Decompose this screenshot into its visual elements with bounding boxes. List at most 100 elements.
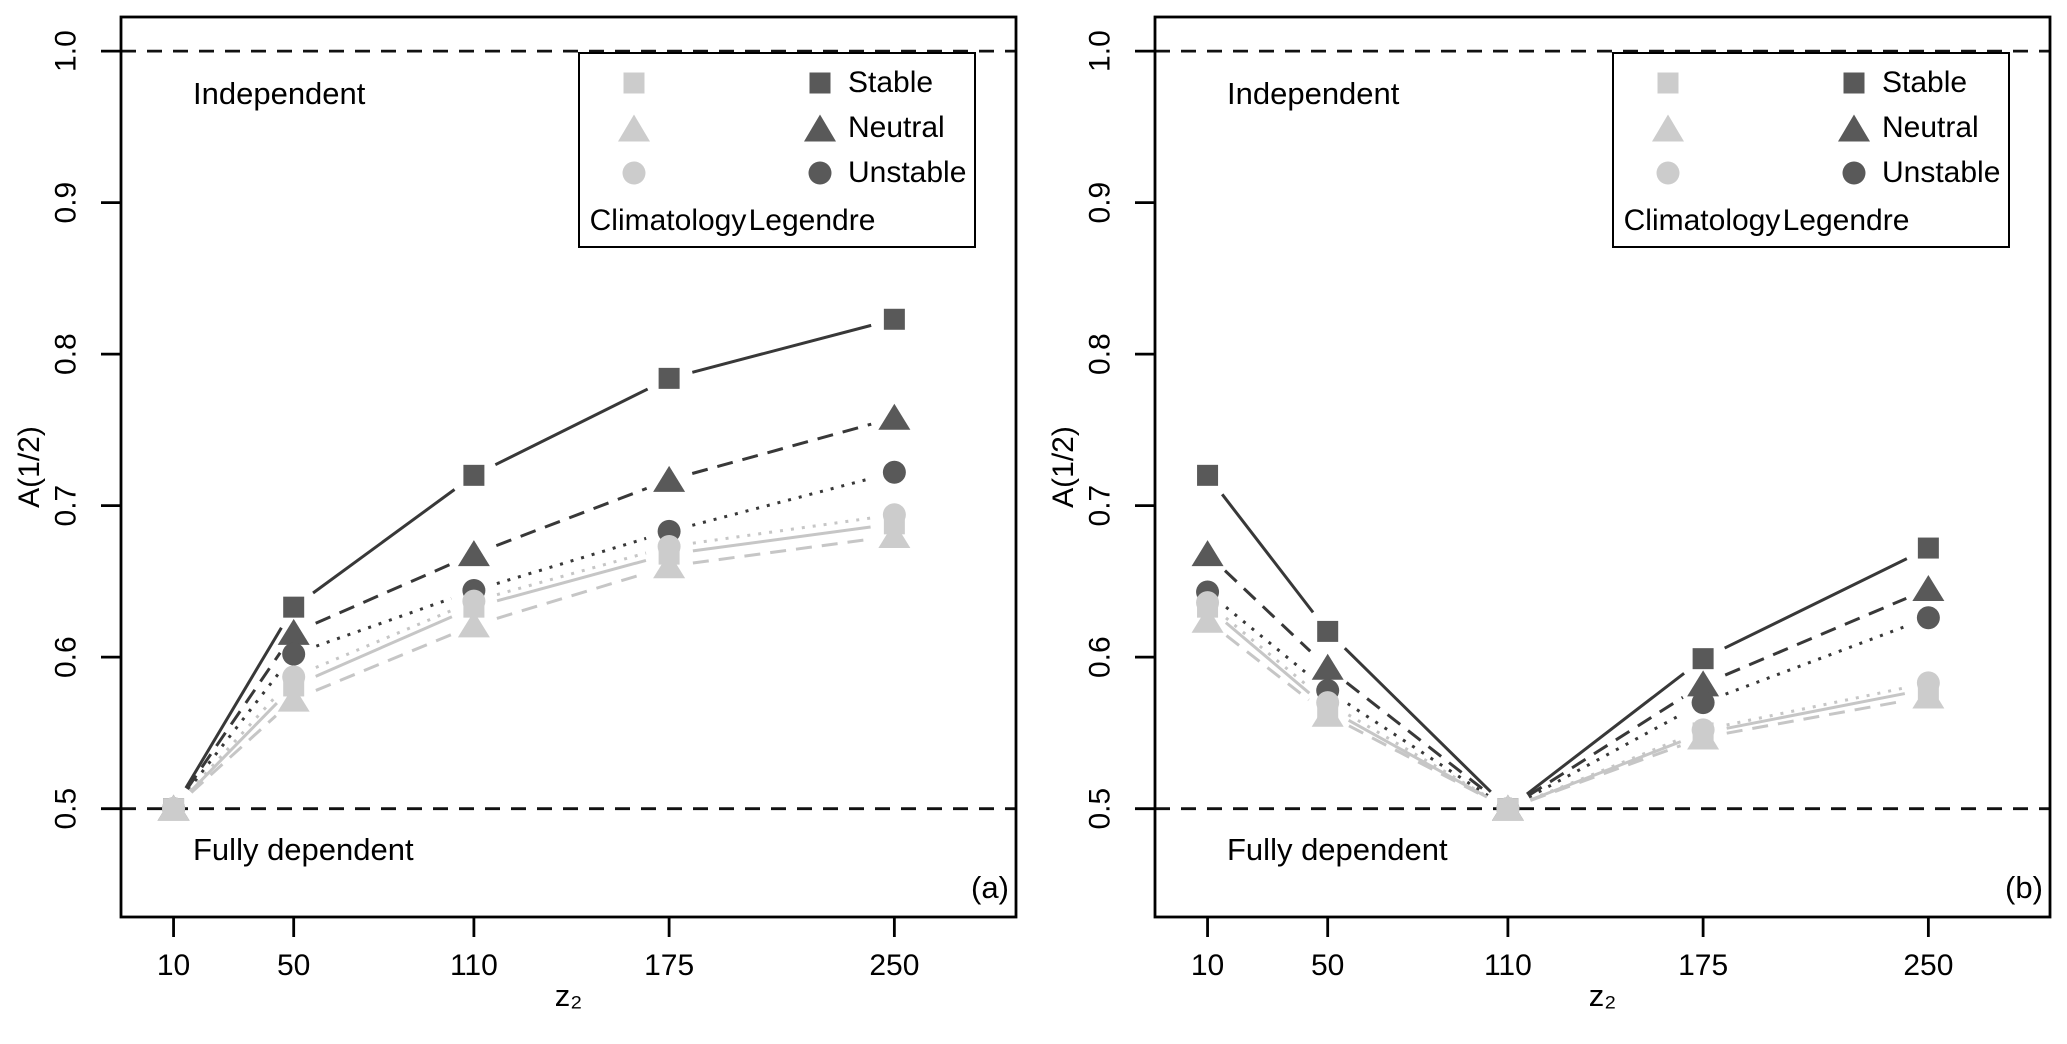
- series-line-legendre-neutral: [495, 487, 648, 547]
- x-tick-label: 50: [1311, 949, 1344, 982]
- series-line-climatology-unstable: [1347, 713, 1488, 798]
- chart-canvas-a: 0.5 0.6 0.7 0.8 0.9 1.0 10 50 110 175 250: [50, 15, 1018, 982]
- y-tick-label: 0.6: [50, 636, 83, 678]
- marker-legendre-neutral-z250: [1912, 574, 1945, 601]
- legend-row-neutral: Neutral: [580, 105, 974, 150]
- marker-legendre-neutral-z175: [653, 465, 686, 492]
- plot-box: [1153, 15, 2052, 919]
- marker-legendre-stable-z50: [283, 596, 305, 618]
- series-line-climatology-unstable: [496, 551, 647, 597]
- y-tick-label: 0.7: [50, 485, 83, 527]
- series-line-legendre-neutral: [1724, 596, 1907, 677]
- legend-marker-legendre-stable-icon: [1843, 72, 1865, 93]
- x-tick-label: 110: [1484, 949, 1532, 982]
- y-tick-label: 0.7: [1084, 485, 1117, 527]
- annotation-fully-dependent: Fully dependent: [193, 832, 414, 867]
- marker-climatology-unstable-z110: [1496, 797, 1520, 821]
- series-line-climatology-stable: [1347, 719, 1488, 799]
- legend-column-legendre: Legendre: [1782, 204, 1910, 237]
- legend-marker-legendre-unstable-icon: [1842, 161, 1866, 184]
- plot-box: [119, 15, 1018, 919]
- y-axis-title: A(1/2): [13, 426, 46, 508]
- series-line-legendre-unstable: [496, 536, 647, 585]
- legend-row-neutral: Neutral: [1614, 105, 2008, 150]
- legend-label-stable: Stable: [848, 65, 934, 99]
- marker-climatology-neutral-z110: [457, 611, 490, 638]
- marker-legendre-neutral-z50: [1311, 653, 1344, 680]
- legend-row-stable: Stable: [580, 60, 974, 105]
- series-line-legendre-unstable: [1725, 624, 1907, 696]
- marker-climatology-neutral-z250: [878, 521, 911, 548]
- marker-climatology-unstable-z50: [1316, 691, 1340, 715]
- series-line-climatology-stable: [315, 615, 453, 678]
- series-line-climatology-stable: [1726, 692, 1906, 730]
- marker-legendre-stable-z175: [658, 367, 680, 389]
- marker-legendre-stable-z50: [1317, 620, 1339, 642]
- legend-row-stable: Stable: [1614, 60, 2008, 105]
- marker-climatology-unstable-z50: [282, 665, 306, 689]
- marker-legendre-neutral-z110: [457, 540, 490, 567]
- marker-legendre-unstable-z250: [1916, 606, 1940, 630]
- x-tick-label: 175: [1678, 949, 1728, 982]
- annotation-fully-dependent: Fully dependent: [1227, 832, 1448, 867]
- series-line-climatology-neutral: [315, 633, 453, 692]
- y-tick-label: 1.0: [50, 30, 83, 72]
- marker-legendre-unstable-z250: [882, 460, 906, 484]
- series-line-legendre-unstable: [691, 476, 872, 527]
- marker-legendre-stable-z175: [1692, 648, 1714, 670]
- x-tick-label: 50: [277, 949, 310, 982]
- legend-marker-legendre-neutral-icon: [1838, 114, 1870, 141]
- x-tick-label: 250: [869, 949, 919, 982]
- series-line-climatology-unstable: [1726, 686, 1906, 727]
- legend-marker-legendre-stable-icon: [809, 72, 831, 93]
- series-line-climatology-stable: [189, 702, 278, 793]
- series-line-legendre-stable: [184, 626, 283, 789]
- series-line-climatology-stable: [496, 558, 647, 603]
- series-line-legendre-neutral: [185, 651, 282, 790]
- legend: Stable Neutral Unstable Climatology Lege…: [578, 52, 976, 248]
- marker-legendre-stable-z110: [463, 464, 485, 486]
- marker-legendre-stable-z250: [883, 308, 905, 330]
- series-line-climatology-neutral: [190, 714, 277, 794]
- marker-legendre-neutral-z50: [277, 618, 310, 645]
- marker-climatology-unstable-z250: [1916, 671, 1940, 695]
- panel-label-a: (a): [971, 870, 1009, 905]
- panel-b: 0.5 0.6 0.7 0.8 0.9 1.0 10 50 110 175 250 A(1/2) z…: [1034, 0, 2067, 1044]
- marker-climatology-neutral-z50: [277, 685, 310, 712]
- legend-column-legendre: Legendre: [748, 204, 876, 237]
- series-line-climatology-unstable: [315, 609, 453, 669]
- series-line-legendre-unstable: [1225, 606, 1311, 677]
- marker-legendre-unstable-z175: [1691, 691, 1715, 715]
- x-tick-label: 10: [1191, 949, 1224, 982]
- legend-label-unstable: Unstable: [848, 155, 967, 189]
- y-tick-label: 1.0: [1084, 30, 1117, 72]
- marker-climatology-unstable-z175: [657, 535, 681, 559]
- annotation-independent: Independent: [193, 76, 366, 111]
- legend-label-stable: Stable: [1882, 65, 1968, 99]
- legend-marker-legendre-neutral-icon: [804, 114, 836, 141]
- marker-climatology-unstable-z10: [162, 797, 186, 821]
- legend-column-names: Climatology Legendre: [1614, 195, 2008, 247]
- marker-legendre-neutral-z175: [1687, 670, 1720, 697]
- legend-marker-legendre-unstable-icon: [808, 161, 832, 184]
- marker-legendre-neutral-z10: [1191, 540, 1224, 567]
- legend: Stable Neutral Unstable Climatology Lege…: [1612, 52, 2010, 248]
- x-tick-label: 10: [157, 949, 190, 982]
- series-line-legendre-unstable: [315, 597, 452, 648]
- legend-marker-climatology-unstable-icon: [622, 161, 646, 184]
- series-line-climatology-stable: [1224, 621, 1311, 695]
- legend-row-unstable: Unstable: [1614, 150, 2008, 195]
- series-line-legendre-unstable: [1346, 702, 1489, 797]
- legend-marker-climatology-neutral-icon: [618, 114, 650, 141]
- marker-climatology-neutral-z175: [653, 552, 686, 579]
- legend-column-climatology: Climatology: [589, 204, 747, 237]
- series-line-legendre-stable: [1343, 647, 1492, 793]
- legend-column-climatology: Climatology: [1623, 204, 1781, 237]
- marker-climatology-unstable-z250: [882, 503, 906, 527]
- y-tick-label: 0.5: [1084, 788, 1117, 830]
- annotation-independent: Independent: [1227, 76, 1400, 111]
- series-line-legendre-neutral: [691, 422, 872, 475]
- marker-legendre-neutral-z250: [878, 403, 911, 430]
- legend-marker-climatology-stable-icon: [1657, 72, 1679, 93]
